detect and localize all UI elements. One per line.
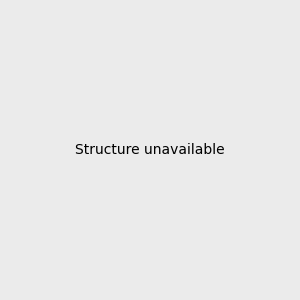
Text: Structure unavailable: Structure unavailable (75, 143, 225, 157)
